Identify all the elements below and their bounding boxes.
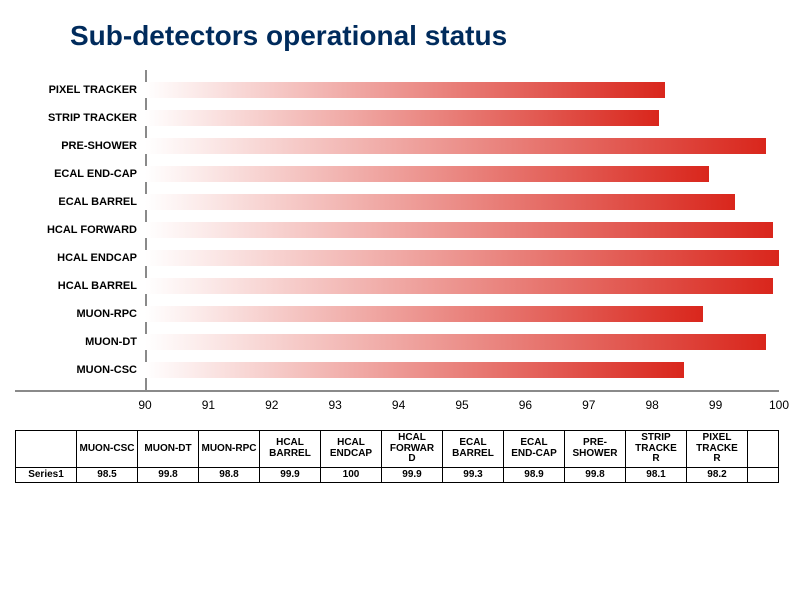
table-cell: 99.3 xyxy=(443,467,504,483)
bar-row: MUON-RPC xyxy=(15,306,779,322)
x-tick-label: 94 xyxy=(392,398,405,412)
bar xyxy=(145,278,773,294)
bar-category-label: MUON-DT xyxy=(15,334,137,350)
table-column-header: PIXEL TRACKE R xyxy=(687,431,748,468)
x-tick-label: 98 xyxy=(646,398,659,412)
bar-category-label: ECAL BARREL xyxy=(15,194,137,210)
bar-row: HCAL FORWARD xyxy=(15,222,779,238)
table-column-header: MUON-CSC xyxy=(77,431,138,468)
bar-category-label: PRE-SHOWER xyxy=(15,138,137,154)
bar-category-label: HCAL FORWARD xyxy=(15,222,137,238)
bar xyxy=(145,362,684,378)
x-tick-label: 92 xyxy=(265,398,278,412)
x-axis-ticks: 90919293949596979899100 xyxy=(15,392,779,414)
table-cell: 99.9 xyxy=(382,467,443,483)
table-cell: 98.8 xyxy=(199,467,260,483)
table-cell: 99.8 xyxy=(565,467,626,483)
table-column-header: STRIP TRACKE R xyxy=(626,431,687,468)
bar xyxy=(145,138,766,154)
table-cell: 99.8 xyxy=(138,467,199,483)
table-column-header: HCAL BARREL xyxy=(260,431,321,468)
bar-row: MUON-CSC xyxy=(15,362,779,378)
chart-area: PIXEL TRACKER STRIP TRACKER PRE-SHOWER ECAL… xyxy=(15,70,779,414)
table-row-header: Series1 xyxy=(16,467,77,483)
bar-row: ECAL END-CAP xyxy=(15,166,779,182)
bar-row: PRE-SHOWER xyxy=(15,138,779,154)
x-tick-label: 100 xyxy=(769,398,789,412)
x-tick-label: 90 xyxy=(138,398,151,412)
bar xyxy=(145,82,665,98)
table-column-header: MUON-RPC xyxy=(199,431,260,468)
bar xyxy=(145,334,766,350)
table-column-header: PRE-SHOWER xyxy=(565,431,626,468)
table-column-header: HCAL ENDCAP xyxy=(321,431,382,468)
bar-category-label: PIXEL TRACKER xyxy=(15,82,137,98)
table-cell: 100 xyxy=(321,467,382,483)
bar-chart: PIXEL TRACKER STRIP TRACKER PRE-SHOWER ECAL… xyxy=(15,70,779,392)
table-cell: 98.5 xyxy=(77,467,138,483)
table-cell: 98.9 xyxy=(504,467,565,483)
bar-row: HCAL ENDCAP xyxy=(15,250,779,266)
x-tick-label: 91 xyxy=(202,398,215,412)
table-column-header: ECAL END-CAP xyxy=(504,431,565,468)
bar-row: PIXEL TRACKER xyxy=(15,82,779,98)
table-cell: 98.1 xyxy=(626,467,687,483)
bar xyxy=(145,250,779,266)
bar-row: MUON-DT xyxy=(15,334,779,350)
bar-category-label: ECAL END-CAP xyxy=(15,166,137,182)
table-corner xyxy=(16,431,77,468)
bar-row: STRIP TRACKER xyxy=(15,110,779,126)
bar-category-label: HCAL BARREL xyxy=(15,278,137,294)
x-tick-label: 93 xyxy=(329,398,342,412)
data-table: MUON-CSCMUON-DTMUON-RPCHCAL BARRELHCAL E… xyxy=(15,430,779,483)
bar-category-label: MUON-CSC xyxy=(15,362,137,378)
bar xyxy=(145,110,659,126)
table-pad xyxy=(748,431,779,468)
bar-row: HCAL BARREL xyxy=(15,278,779,294)
page: Sub-detectors operational status PIXEL T… xyxy=(0,0,794,595)
x-tick-label: 99 xyxy=(709,398,722,412)
bar xyxy=(145,166,709,182)
table-column-header: ECAL BARREL xyxy=(443,431,504,468)
bar xyxy=(145,194,735,210)
bar-category-label: MUON-RPC xyxy=(15,306,137,322)
table-pad xyxy=(748,467,779,483)
table-column-header: MUON-DT xyxy=(138,431,199,468)
bar-row: ECAL BARREL xyxy=(15,194,779,210)
table-cell: 98.2 xyxy=(687,467,748,483)
table-column-header: HCAL FORWAR D xyxy=(382,431,443,468)
bar-category-label: STRIP TRACKER xyxy=(15,110,137,126)
bar-category-label: HCAL ENDCAP xyxy=(15,250,137,266)
x-tick-label: 97 xyxy=(582,398,595,412)
page-title: Sub-detectors operational status xyxy=(70,20,507,52)
bar xyxy=(145,306,703,322)
bar xyxy=(145,222,773,238)
table-cell: 99.9 xyxy=(260,467,321,483)
x-tick-label: 95 xyxy=(455,398,468,412)
x-tick-label: 96 xyxy=(519,398,532,412)
